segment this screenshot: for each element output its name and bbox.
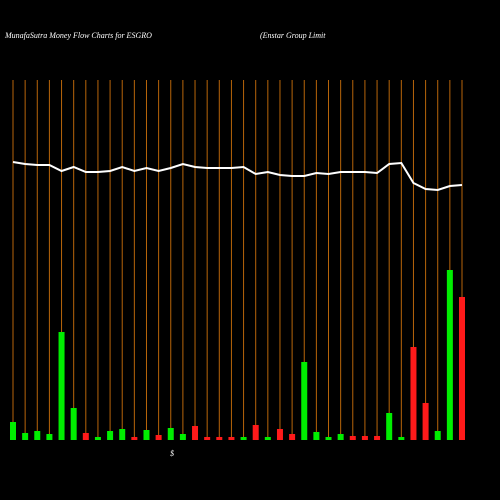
- bar: [349, 436, 356, 440]
- bar: [119, 429, 126, 440]
- money-flow-line: [12, 161, 463, 192]
- bar: [216, 437, 223, 440]
- bar: [204, 437, 211, 440]
- chart-subtitle: (Enstar Group Limit: [260, 31, 326, 40]
- bar: [22, 433, 29, 440]
- bar: [374, 436, 381, 440]
- bar: [422, 403, 429, 440]
- bar: [434, 431, 441, 440]
- bar: [459, 297, 465, 440]
- bar: [398, 437, 405, 440]
- bar: [46, 434, 53, 440]
- axis-symbol: $: [170, 449, 174, 458]
- bar: [167, 428, 174, 440]
- bar: [192, 426, 199, 440]
- bar: [301, 362, 308, 440]
- bar: [82, 433, 89, 440]
- bar: [446, 270, 453, 440]
- bar: [143, 430, 150, 440]
- bar: [410, 347, 417, 440]
- bar: [107, 431, 114, 440]
- bar: [155, 435, 162, 440]
- bar: [131, 437, 138, 440]
- bar: [276, 429, 283, 440]
- bar: [361, 436, 368, 440]
- bar: [313, 432, 320, 440]
- bar: [386, 413, 393, 440]
- bar: [10, 422, 16, 440]
- bar: [264, 437, 271, 440]
- bar: [337, 434, 344, 440]
- bar: [240, 437, 247, 440]
- bar: [228, 437, 235, 440]
- bar: [179, 434, 186, 440]
- bar: [252, 425, 259, 440]
- bar: [289, 434, 296, 440]
- bar: [58, 332, 65, 440]
- bar: [94, 437, 101, 440]
- bar: [70, 408, 77, 440]
- bar: [325, 437, 332, 440]
- bar: [34, 431, 41, 440]
- chart-title: MunafaSutra Money Flow Charts for ESGRO: [4, 31, 152, 40]
